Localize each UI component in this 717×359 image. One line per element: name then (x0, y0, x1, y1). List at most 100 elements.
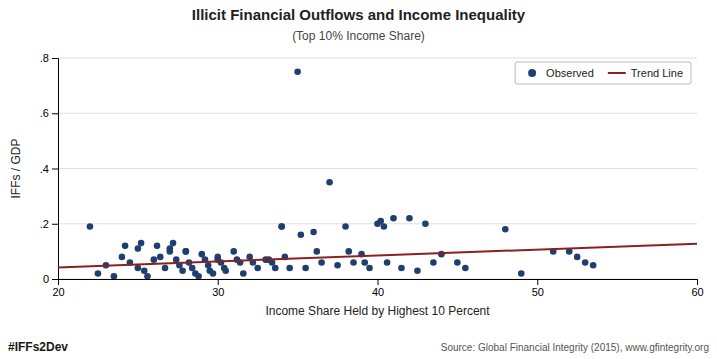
point (272, 265, 279, 272)
y-axis-label: IFFs / GDP (9, 139, 23, 199)
tick-label: 40 (372, 286, 384, 298)
point (162, 265, 169, 272)
point (574, 254, 581, 261)
point (298, 232, 305, 239)
y-axis: 0 .2 .4 .6 .8 (40, 52, 59, 285)
axis-line (52, 59, 59, 280)
point (406, 215, 413, 222)
point (294, 69, 301, 76)
point (138, 240, 145, 247)
legend-item: Trend Line (608, 67, 683, 79)
point (170, 240, 177, 247)
axis-line (59, 280, 698, 286)
tick: 40 (372, 279, 384, 298)
tick: 30 (212, 279, 224, 298)
legend: Observed Trend Line (515, 62, 691, 84)
point (198, 251, 205, 258)
tick: 50 (532, 279, 544, 298)
point (286, 265, 293, 272)
point (254, 265, 261, 272)
point (414, 267, 421, 274)
point (377, 218, 384, 225)
point (135, 245, 142, 252)
grid-line (58, 168, 697, 169)
tick-mark (52, 224, 58, 225)
point (398, 265, 405, 272)
marks (58, 69, 697, 279)
point (350, 259, 357, 266)
point (384, 259, 391, 266)
point (87, 223, 94, 230)
legend-item: Observed (528, 67, 594, 79)
grid-line (58, 58, 697, 59)
point (422, 220, 429, 227)
point (189, 265, 196, 272)
point (318, 259, 325, 266)
series-points (87, 69, 597, 279)
tick-label: 60 (691, 286, 703, 298)
tick: 60 (691, 279, 703, 298)
legend-label: Trend Line (631, 67, 683, 79)
point (195, 273, 202, 279)
tick: 20 (52, 279, 64, 298)
point (240, 270, 247, 277)
point (430, 259, 437, 266)
point (278, 223, 285, 230)
point (302, 265, 309, 272)
point (151, 256, 158, 263)
tick-label: 20 (52, 286, 64, 298)
legend-swatch (608, 72, 626, 74)
annotation: Source: Global Financial Integrity (2015… (441, 342, 709, 353)
point (167, 248, 174, 255)
point (366, 265, 373, 272)
point (390, 215, 397, 222)
tick-label: 30 (212, 286, 224, 298)
annotation: #IFFs2Dev (8, 340, 68, 354)
tick-mark (218, 279, 219, 285)
point (144, 273, 151, 279)
point (590, 262, 597, 269)
point (345, 248, 352, 255)
tick: .4 (40, 163, 58, 175)
point (157, 254, 164, 261)
title: Illicit Financial Outflows and Income In… (192, 6, 526, 23)
point (582, 259, 589, 266)
point (179, 267, 186, 274)
tick-mark (537, 279, 538, 285)
point (222, 267, 229, 274)
point (230, 248, 237, 255)
tick-mark (697, 279, 698, 285)
tick-label: .6 (40, 107, 49, 119)
legend-label: Observed (546, 67, 594, 79)
tick-label: 0 (43, 273, 49, 285)
point (210, 270, 217, 277)
point (310, 229, 317, 236)
point (135, 265, 142, 272)
tick: .2 (40, 218, 58, 230)
tick-mark (378, 279, 379, 285)
plot: 20 30 40 50 60 0 .2 .4 .6 .8 Income Share Held by … (9, 52, 704, 318)
point (518, 270, 525, 277)
x-axis-label: Income Share Held by Highest 10 Percent (265, 304, 490, 318)
point (462, 265, 469, 272)
point (122, 243, 129, 250)
point (326, 179, 333, 186)
point (381, 223, 388, 230)
tick: 0 (43, 273, 58, 285)
point (454, 259, 461, 266)
point (154, 243, 161, 250)
chart: Illicit Financial Outflows and Income In… (0, 0, 717, 359)
point (313, 248, 320, 255)
grid-line (58, 113, 697, 114)
point (111, 273, 118, 279)
point (278, 223, 285, 230)
tick-mark (52, 169, 58, 170)
legend-swatch (528, 69, 536, 77)
line (58, 244, 697, 268)
point (342, 223, 349, 230)
x-axis: 20 30 40 50 60 (52, 279, 703, 298)
tick-mark (52, 58, 58, 59)
tick-label: .8 (40, 52, 49, 64)
tick-mark (52, 113, 58, 114)
point (183, 248, 190, 255)
